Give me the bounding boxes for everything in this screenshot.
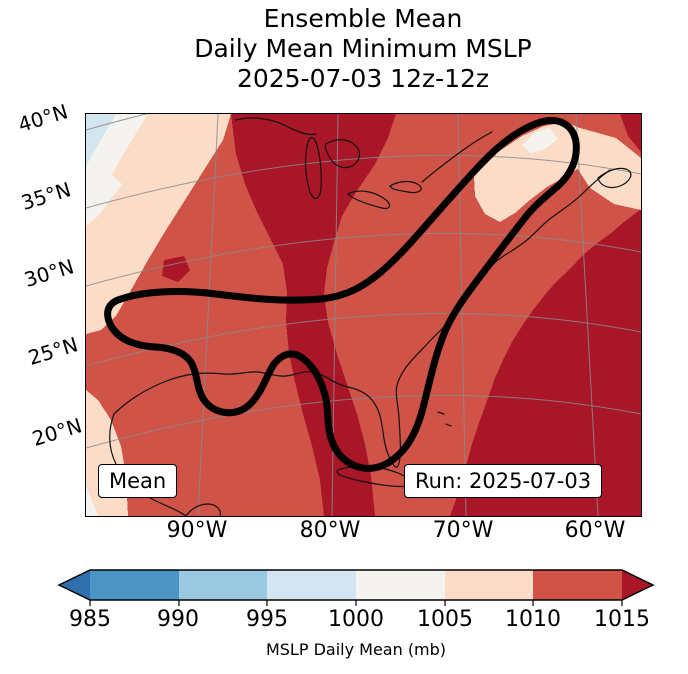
colorbar-seg-1010-1015: [533, 570, 622, 600]
region-995-1000-nw-sliver: [86, 114, 116, 166]
lake-erie: [346, 190, 391, 210]
region-above-1015-central-band: [231, 114, 396, 516]
colorbar-axis-label: MSLP Daily Mean (mb): [265, 640, 447, 659]
title-line-3: 2025-07-03 12z-12z: [236, 64, 490, 93]
coastline-nova-scotia: [597, 167, 632, 189]
colorbar-tick-label: 1015: [594, 607, 650, 632]
lon-tick-label: 60°W: [564, 518, 626, 543]
bahamas: [437, 411, 452, 427]
colorbar-extend-left: [59, 570, 90, 600]
region-1005-1010-nw: [86, 114, 231, 334]
mean-annotation-box: Mean: [98, 464, 178, 498]
map-plot: Mean Run: 2025-07-03: [85, 113, 642, 517]
meridian-60w: [575, 114, 599, 516]
lon-tick-label: 80°W: [299, 518, 361, 543]
region-above-1015-ne-corner: [620, 114, 641, 152]
lat-tick-label: 20°N: [29, 413, 85, 451]
meridian-90w: [197, 114, 219, 516]
lat-tick-label: 30°N: [21, 254, 77, 292]
coastline-gulf-atlantic: [113, 169, 611, 468]
map-canvas: [86, 114, 641, 516]
lat-tick-label: 40°N: [15, 99, 71, 137]
mean-contour-outline: [104, 116, 580, 472]
coastline-yucatan: [185, 503, 221, 516]
colorbar-seg-1005-1010: [445, 570, 533, 600]
st-lawrence-river: [421, 131, 493, 183]
lake-superior: [235, 117, 317, 136]
colorbar-seg-995-1000: [267, 570, 356, 600]
lake-michigan: [304, 136, 322, 199]
region-1000-1005-ne-patch: [522, 128, 558, 153]
colorbar-tick-label: 1010: [505, 607, 561, 632]
region-above-1015-east: [450, 209, 641, 516]
colorbar-tick-label: 1005: [417, 607, 473, 632]
region-1000-1005-nw-streak2: [86, 170, 122, 226]
region-1000-1005-sw-corner: [86, 486, 98, 516]
colorbar-tick-label: 1000: [328, 607, 384, 632]
lake-ontario: [389, 180, 422, 194]
colorbar-tick-label: 985: [69, 607, 111, 632]
lat-tick-label: 35°N: [18, 177, 74, 215]
colorbar-tick-label: 995: [246, 607, 288, 632]
title-line-2: Daily Mean Minimum MSLP: [194, 34, 532, 63]
meridian-70w: [457, 114, 467, 516]
colorbar-seg-1000-1005: [356, 570, 445, 600]
run-date-annotation-box: Run: 2025-07-03: [404, 464, 603, 498]
colorbar-seg-990-995: [179, 570, 267, 600]
colorbar-tick-label: 990: [157, 607, 199, 632]
lat-tick-label: 25°N: [25, 332, 81, 370]
region-1005-1010-ne: [474, 122, 591, 222]
colorbar-seg-985-990: [90, 570, 179, 600]
colorbar: [57, 569, 655, 606]
colorbar-tick-marks: [89, 600, 623, 606]
parallel-30n: [86, 232, 641, 287]
lon-tick-label: 70°W: [432, 518, 494, 543]
colorbar-extend-right: [622, 570, 653, 600]
parallel-20n: [86, 394, 641, 449]
lon-tick-label: 90°W: [166, 518, 228, 543]
parallel-35n: [86, 154, 641, 209]
region-1005-1010-ne-right: [577, 128, 641, 210]
lake-huron: [324, 139, 361, 169]
title-line-1: Ensemble Mean: [263, 4, 463, 33]
